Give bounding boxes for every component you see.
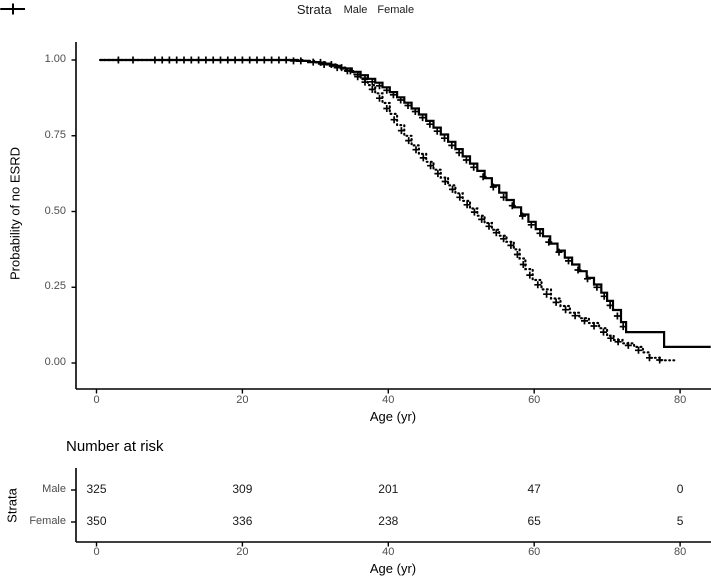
y-tick-label: 0.25 (44, 280, 66, 293)
x-tick-label: 20 (236, 394, 249, 406)
y-tick-label: 0.75 (44, 128, 66, 141)
y-tick-label: 1.00 (44, 53, 66, 65)
legend-item-female: Female (1, 3, 415, 16)
risk-count-male-60: 47 (527, 482, 541, 496)
legend-item-male: Male (0, 3, 368, 16)
risk-x-tick-label: 0 (93, 546, 100, 558)
risk-table-x-axis-title: Age (yr) (369, 561, 417, 576)
x-tick-label: 60 (528, 394, 541, 406)
censor-marks-female (114, 56, 627, 331)
x-tick-label: 40 (382, 394, 395, 406)
risk-count-female-80: 5 (676, 514, 684, 528)
legend: Strata Male Female (0, 2, 711, 17)
risk-x-tick-label: 20 (236, 546, 249, 558)
risk-x-tick-label: 60 (528, 546, 541, 558)
risk-count-female-40: 238 (378, 514, 399, 528)
risk-table-title: Number at risk (66, 438, 164, 455)
legend-title: Strata (296, 2, 332, 17)
y-axis-title: Probability of no ESRD (7, 147, 23, 280)
risk-count-female-60: 65 (527, 514, 541, 528)
solid-line-plus-icon (1, 3, 25, 15)
x-tick-label: 80 (673, 394, 687, 406)
risk-count-female-0: 350 (86, 514, 107, 528)
y-tick-label: 0.50 (44, 204, 66, 217)
risk-x-tick-label: 40 (382, 546, 395, 558)
risk-row-label-female: Female (29, 515, 66, 527)
risk-row-label-male: Male (42, 483, 66, 495)
survival-curve-female (100, 58, 711, 348)
y-tick-label: 0.00 (44, 356, 66, 368)
legend-label-male: Male (343, 3, 368, 16)
legend-label-female: Female (377, 3, 415, 16)
risk-count-male-80: 0 (676, 482, 684, 496)
x-axis-title: Age (yr) (369, 409, 417, 424)
risk-count-male-0: 325 (86, 482, 107, 496)
risk-count-female-20: 336 (232, 514, 253, 528)
risk-count-male-40: 201 (378, 482, 399, 496)
risk-count-male-20: 309 (232, 482, 253, 496)
risk-x-tick-label: 80 (673, 546, 687, 558)
x-tick-label: 0 (93, 394, 100, 406)
censor-marks-male (129, 56, 664, 364)
